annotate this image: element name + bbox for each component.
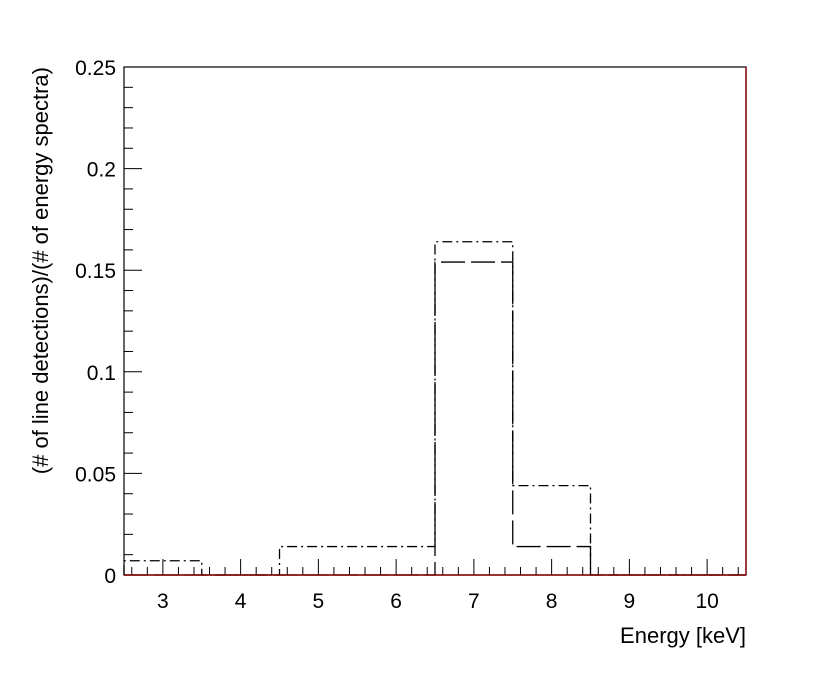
y-tick-label: 0.25 — [75, 57, 116, 80]
series-layer — [123, 241, 746, 576]
x-tick-label: 10 — [695, 590, 718, 613]
histogram-series-1-dash-dot — [123, 241, 746, 576]
y-tick-label: 0 — [104, 565, 116, 588]
y-tick-label: 0.05 — [75, 463, 116, 486]
x-tick-label: 7 — [468, 590, 480, 613]
y-axis-title: (# of line detections)/(# of energy spec… — [28, 67, 53, 474]
y-tick-label: 0.1 — [87, 362, 116, 385]
y-tick-label: 0.15 — [75, 260, 116, 283]
x-tick-label: 4 — [235, 590, 247, 613]
x-tick-label: 8 — [546, 590, 558, 613]
x-axis-title: Energy [keV] — [620, 623, 746, 648]
x-tick-label: 6 — [390, 590, 402, 613]
tick-labels-layer: 3 4 5 6 7 8 9 10 0 0.05 0.1 0.15 0.2 0.25 — [75, 57, 719, 613]
x-tick-label: 9 — [624, 590, 636, 613]
y-tick-label: 0.2 — [87, 159, 116, 182]
ticks-layer — [124, 66, 739, 576]
x-tick-label: 5 — [313, 590, 325, 613]
x-tick-label: 3 — [157, 590, 169, 613]
